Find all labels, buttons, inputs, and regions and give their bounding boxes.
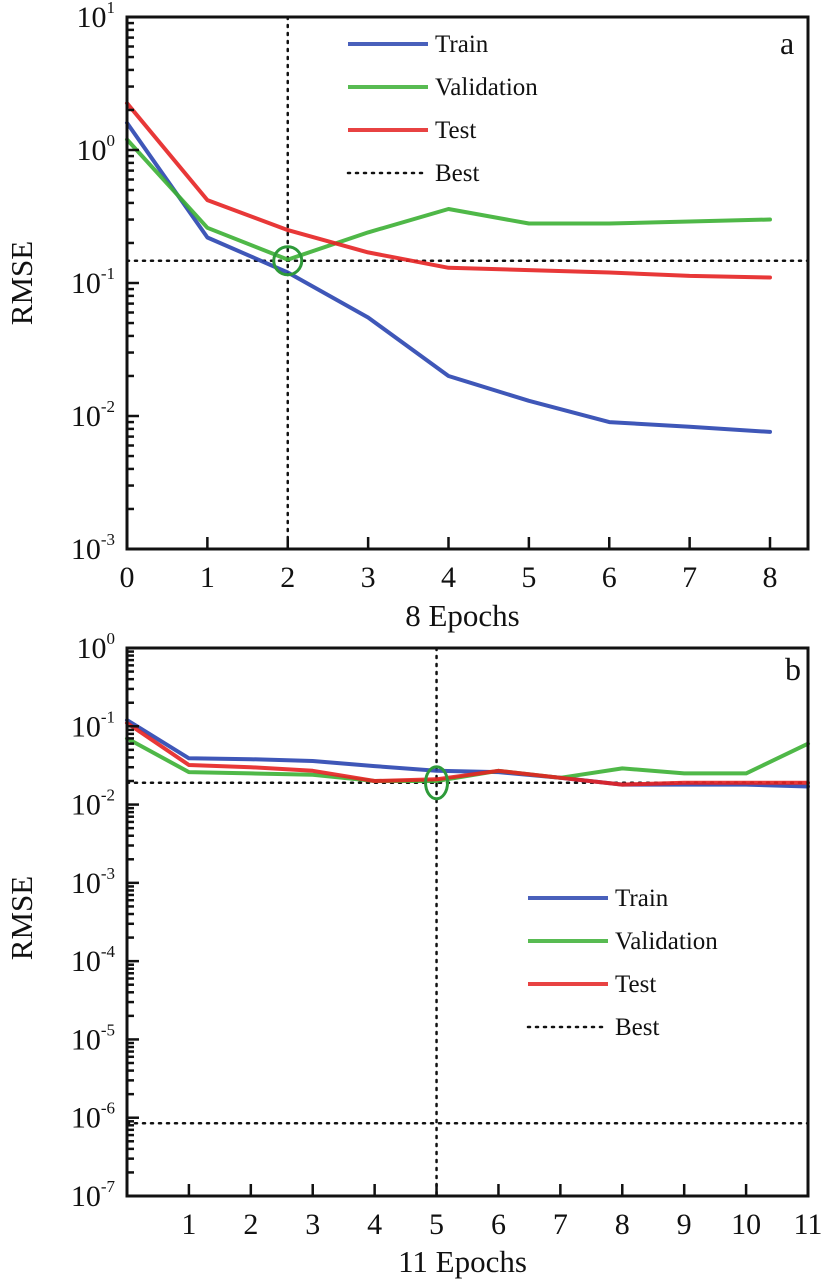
panel-label: a bbox=[780, 25, 794, 61]
x-tick-label: 0 bbox=[120, 561, 135, 594]
y-axis-label: RMSE bbox=[4, 241, 39, 325]
y-tick-base: 10 bbox=[71, 400, 101, 433]
x-tick-label: 7 bbox=[553, 1208, 568, 1241]
y-tick-label: 10-3 bbox=[71, 530, 115, 566]
x-tick-label: 5 bbox=[429, 1208, 444, 1241]
legend-label-best: Best bbox=[615, 1014, 660, 1041]
legend-label-train: Train bbox=[435, 31, 489, 58]
legend-label-validation: Validation bbox=[435, 74, 538, 101]
x-tick-label: 7 bbox=[682, 561, 697, 594]
y-tick-exponent: -1 bbox=[101, 264, 115, 283]
y-tick-exponent: -2 bbox=[101, 786, 115, 805]
y-tick-label: 10-2 bbox=[71, 397, 115, 433]
y-tick-base: 10 bbox=[71, 267, 101, 300]
x-tick-label: 5 bbox=[521, 561, 536, 594]
y-tick-label: 101 bbox=[77, 0, 116, 34]
x-tick-label: 8 bbox=[763, 561, 778, 594]
x-tick-label: 1 bbox=[181, 1208, 196, 1241]
y-tick-label: 100 bbox=[77, 131, 116, 167]
y-tick-exponent: -3 bbox=[101, 530, 115, 549]
y-tick-base: 10 bbox=[71, 945, 101, 978]
y-tick-label: 10-3 bbox=[71, 864, 115, 900]
x-tick-label: 3 bbox=[305, 1208, 320, 1241]
legend: Train Validation Test Best bbox=[526, 885, 718, 1041]
x-tick-label: 10 bbox=[731, 1208, 761, 1241]
y-axis-label: RMSE bbox=[4, 876, 39, 960]
y-tick-exponent: -3 bbox=[101, 864, 115, 883]
x-axis-label: 8 Epochs bbox=[405, 598, 520, 633]
x-tick-label: 2 bbox=[280, 561, 295, 594]
y-tick-label: 10-4 bbox=[71, 942, 116, 978]
y-tick-label: 10-1 bbox=[71, 707, 115, 743]
series-line-test bbox=[125, 101, 772, 280]
y-tick-base: 10 bbox=[71, 533, 101, 566]
x-tick-label: 6 bbox=[602, 561, 617, 594]
series-line-test bbox=[125, 721, 810, 787]
x-tick-label: 8 bbox=[615, 1208, 630, 1241]
y-tick-label: 10-7 bbox=[71, 1177, 116, 1213]
legend-label-test: Test bbox=[615, 971, 656, 998]
legend-label-test: Test bbox=[435, 117, 476, 144]
legend-label-best: Best bbox=[435, 160, 480, 187]
y-tick-label: 10-5 bbox=[71, 1020, 115, 1056]
y-tick-exponent: -5 bbox=[101, 1020, 115, 1039]
x-tick-label: 9 bbox=[677, 1208, 692, 1241]
y-tick-base: 10 bbox=[71, 867, 101, 900]
x-tick-label: 2 bbox=[243, 1208, 258, 1241]
x-tick-label: 4 bbox=[441, 561, 456, 594]
panel-label: b bbox=[785, 651, 801, 687]
y-tick-base: 10 bbox=[71, 1023, 101, 1056]
y-tick-base: 10 bbox=[71, 789, 101, 822]
legend-label-validation: Validation bbox=[615, 928, 718, 955]
y-tick-exponent: -6 bbox=[101, 1099, 115, 1118]
y-tick-label: 10-6 bbox=[71, 1099, 115, 1135]
y-tick-base: 10 bbox=[77, 632, 107, 665]
y-tick-exponent: 0 bbox=[107, 629, 116, 648]
y-tick-label: 10-1 bbox=[71, 264, 115, 300]
x-tick-label: 1 bbox=[200, 561, 215, 594]
plot-frame bbox=[125, 646, 810, 1198]
legend-label-train: Train bbox=[615, 885, 669, 912]
y-tick-base: 10 bbox=[71, 710, 101, 743]
best-marker bbox=[424, 765, 450, 801]
best-marker bbox=[272, 245, 304, 277]
series-line-train bbox=[125, 120, 772, 434]
y-tick-exponent: 0 bbox=[107, 131, 116, 150]
y-tick-exponent: -2 bbox=[101, 397, 115, 416]
y-tick-base: 10 bbox=[77, 1, 107, 34]
y-tick-exponent: -1 bbox=[101, 707, 115, 726]
x-axis-label: 11 Epochs bbox=[398, 1244, 527, 1279]
y-tick-label: 10-2 bbox=[71, 786, 115, 822]
legend: Train Validation Test Best bbox=[346, 31, 538, 187]
x-tick-label: 6 bbox=[491, 1208, 506, 1241]
x-tick-label: 4 bbox=[367, 1208, 382, 1241]
x-tick-label: 3 bbox=[361, 561, 376, 594]
y-tick-base: 10 bbox=[77, 134, 107, 167]
y-tick-exponent: -7 bbox=[101, 1177, 116, 1196]
y-tick-label: 100 bbox=[77, 629, 116, 665]
x-tick-label: 11 bbox=[794, 1208, 822, 1241]
y-tick-exponent: -4 bbox=[101, 942, 116, 961]
y-tick-exponent: 1 bbox=[107, 0, 116, 17]
y-tick-base: 10 bbox=[71, 1102, 101, 1135]
series-line-validation bbox=[125, 137, 772, 262]
y-tick-base: 10 bbox=[71, 1180, 101, 1213]
